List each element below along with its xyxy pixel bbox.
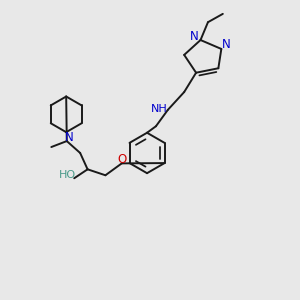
Text: N: N (190, 30, 199, 43)
Text: N: N (65, 131, 74, 144)
Text: O: O (118, 153, 127, 166)
Text: HO: HO (59, 170, 76, 180)
Text: N: N (222, 38, 231, 51)
Text: NH: NH (151, 104, 167, 114)
